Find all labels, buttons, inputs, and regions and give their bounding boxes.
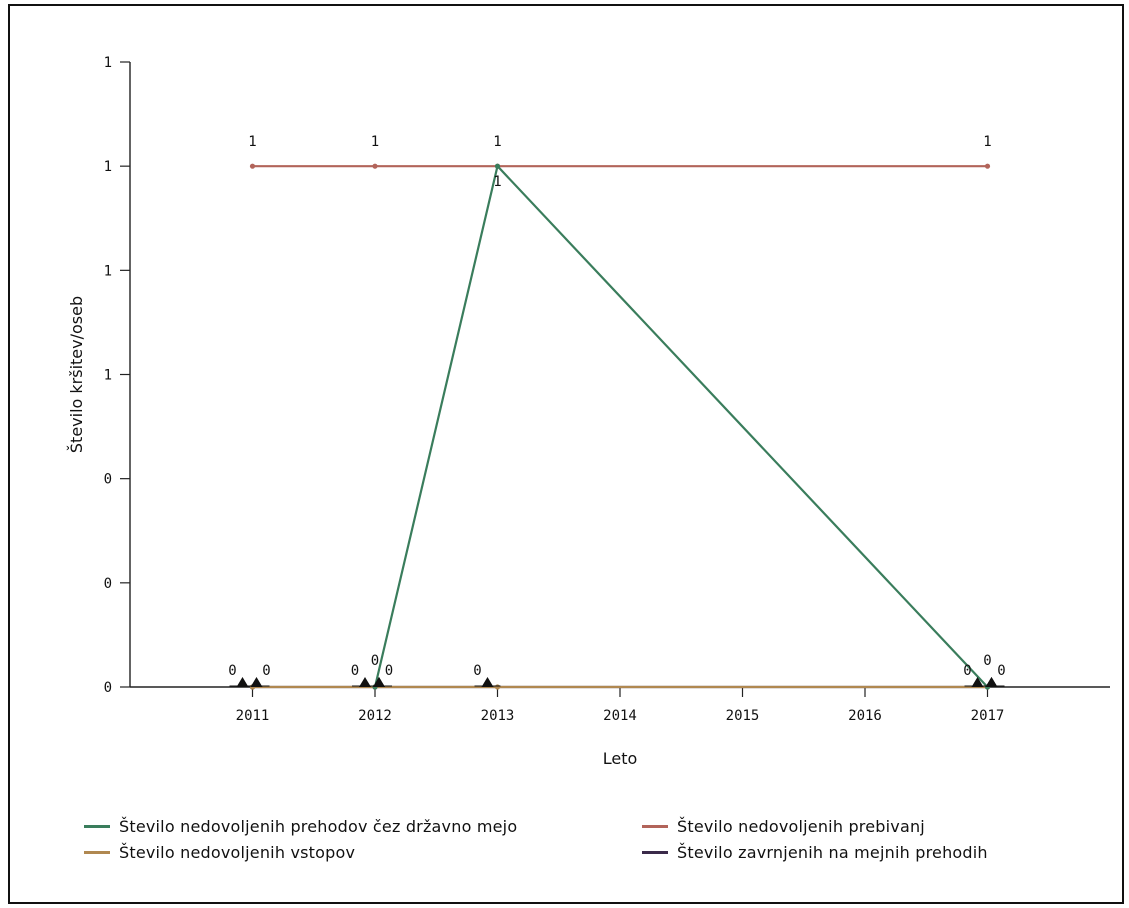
- y-tick-label: 1: [104, 368, 112, 384]
- y-tick-label: 1: [104, 55, 112, 71]
- data-label: 1: [493, 134, 501, 150]
- data-point: [984, 163, 991, 169]
- zero-marker: [373, 677, 385, 687]
- y-tick-label: 1: [104, 159, 112, 175]
- legend-label: Število nedovoljenih vstopov: [119, 843, 356, 862]
- zero-marker: [971, 677, 984, 687]
- legend-label: Število nedovoljenih prebivanj: [677, 817, 925, 836]
- zero-marker: [481, 677, 494, 687]
- data-label: 0: [228, 663, 236, 679]
- zero-marker: [985, 677, 998, 687]
- data-label: 0: [963, 663, 971, 679]
- x-axis-title: Leto: [603, 749, 638, 768]
- legend-item[interactable]: Število nedovoljenih vstopov: [84, 843, 355, 862]
- legend-swatch: [84, 825, 110, 828]
- y-axis-title: Število kršitev/oseb: [67, 296, 86, 453]
- zero-marker: [359, 677, 371, 687]
- legend-item[interactable]: Število nedovoljenih prehodov čez državn…: [84, 817, 517, 836]
- x-tick-label: 2016: [848, 708, 882, 724]
- zero-marker: [236, 677, 249, 687]
- data-label: 1: [371, 134, 379, 150]
- y-tick-label: 0: [104, 472, 112, 488]
- data-label: 1: [493, 174, 501, 190]
- data-label: 0: [983, 653, 991, 669]
- data-label: 1: [248, 134, 256, 150]
- legend-swatch: [642, 851, 668, 854]
- legend-item[interactable]: Število zavrnjenih na mejnih prehodih: [642, 843, 988, 862]
- x-tick-label: 2011: [236, 708, 270, 724]
- data-point: [494, 684, 501, 690]
- series-layer: [249, 163, 991, 690]
- data-point: [372, 163, 378, 169]
- data-label: 0: [385, 663, 393, 679]
- x-tick-label: 2013: [481, 708, 515, 724]
- data-label: 0: [473, 663, 481, 679]
- legend-swatch: [84, 851, 110, 854]
- x-tick-label: 2012: [358, 708, 392, 724]
- legend-label: Število nedovoljenih prehodov čez državn…: [119, 817, 518, 836]
- data-label: 0: [262, 663, 270, 679]
- data-label: 0: [997, 663, 1005, 679]
- data-point: [494, 163, 501, 169]
- legend-label: Število zavrnjenih na mejnih prehodih: [677, 843, 988, 862]
- zero-marker: [250, 677, 263, 687]
- data-point: [249, 163, 256, 169]
- legend-swatch: [642, 825, 668, 828]
- y-tick-label: 0: [104, 680, 112, 696]
- data-label: 0: [371, 653, 379, 669]
- data-label: 0: [351, 663, 359, 679]
- x-tick-label: 2014: [603, 708, 637, 724]
- y-tick-label: 0: [104, 576, 112, 592]
- x-tick-label: 2017: [971, 708, 1005, 724]
- legend-item[interactable]: Število nedovoljenih prebivanj: [642, 817, 925, 836]
- y-tick-label: 1: [104, 263, 112, 279]
- series-line: [373, 165, 989, 688]
- data-label: 1: [983, 134, 991, 150]
- x-tick-label: 2015: [726, 708, 760, 724]
